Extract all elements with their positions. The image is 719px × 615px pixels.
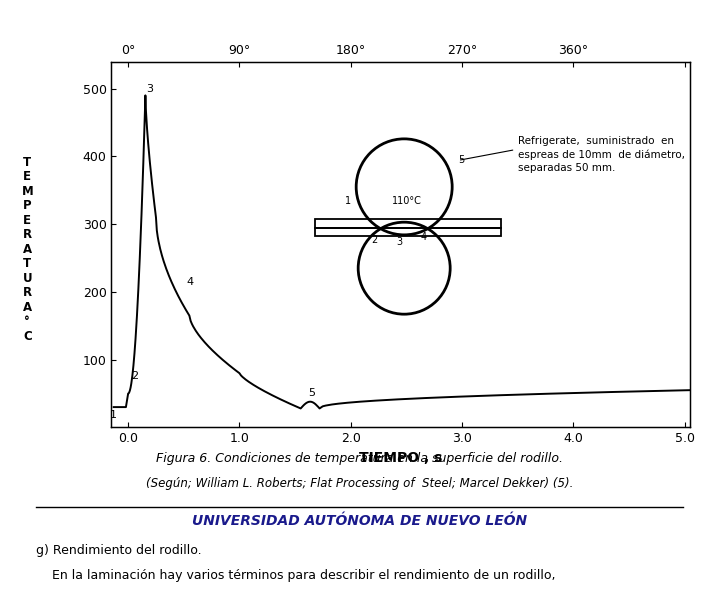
Text: Refrigerate,  suministrado  en
espreas de 10mm  de diámetro,
separadas 50 mm.: Refrigerate, suministrado en espreas de … [518,136,684,173]
Text: 2: 2 [372,235,377,245]
Text: UNIVERSIDAD AUTÓNOMA DE NUEVO LEÓN: UNIVERSIDAD AUTÓNOMA DE NUEVO LEÓN [192,514,527,528]
Bar [315,219,501,228]
Text: 1: 1 [110,410,117,421]
Text: En la laminación hay varios términos para describir el rendimiento de un rodillo: En la laminación hay varios términos par… [36,569,556,582]
Text: 4: 4 [421,232,427,242]
Text: g) Rendimiento del rodillo.: g) Rendimiento del rodillo. [36,544,201,557]
Text: 2: 2 [132,371,139,381]
Text: 5: 5 [458,156,464,165]
Text: 4: 4 [186,277,193,287]
Text: 3: 3 [147,84,154,94]
Text: 110°C: 110°C [391,196,421,206]
Text: 5: 5 [308,387,316,398]
X-axis label: TIEMPO , s: TIEMPO , s [360,451,442,465]
Text: 1: 1 [344,196,351,206]
Text: (Según; William L. Roberts; Flat Processing of  Steel; Marcel Dekker) (5).: (Según; William L. Roberts; Flat Process… [146,477,573,490]
Text: 3: 3 [396,237,403,247]
Bar [315,228,501,236]
Text: T
E
M
P
E
R
A
T
U
R
A
°
C: T E M P E R A T U R A ° C [22,156,33,343]
Text: Figura 6. Condiciones de temperatura en la superficie del rodillo.: Figura 6. Condiciones de temperatura en … [156,452,563,465]
